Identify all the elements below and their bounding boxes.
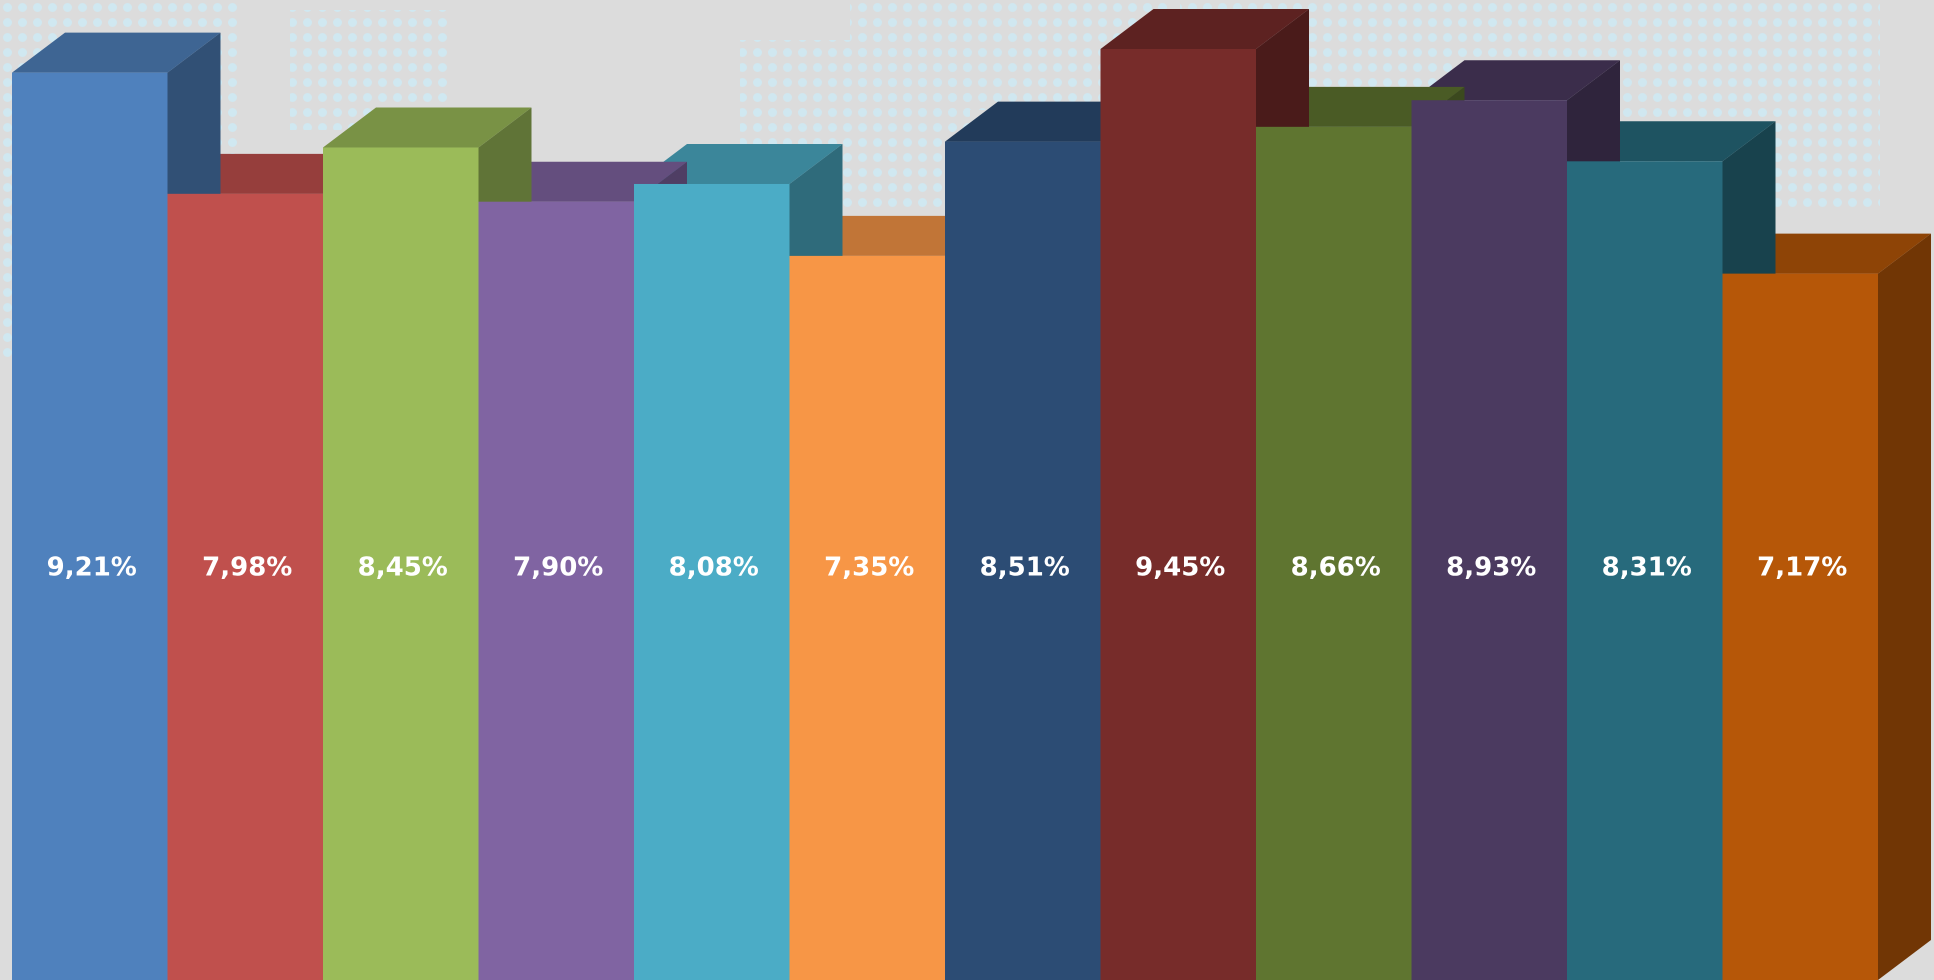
bar-top	[323, 107, 532, 148]
value-labels: 9,21% 7,98% 8,45% 7,90% 8,08% 7,35% 8,51% 9,45%…	[47, 553, 1848, 583]
value-label: 9,21%	[47, 553, 137, 583]
value-label: 8,45%	[358, 553, 448, 583]
value-label: 8,08%	[669, 553, 759, 583]
bar	[945, 141, 1101, 980]
value-label: 8,31%	[1602, 553, 1692, 583]
bar-side	[1878, 233, 1931, 980]
value-label: 8,93%	[1446, 553, 1536, 583]
bar	[1100, 49, 1256, 980]
value-label: 7,98%	[202, 553, 292, 583]
bar	[323, 147, 479, 980]
bar	[789, 255, 945, 980]
bar	[634, 183, 790, 980]
bar	[1722, 273, 1878, 980]
bar	[12, 72, 168, 980]
bar-fronts	[12, 49, 1878, 980]
value-label: 9,45%	[1135, 553, 1225, 583]
bar	[1256, 126, 1412, 980]
value-label: 7,17%	[1757, 553, 1847, 583]
value-label: 8,66%	[1291, 553, 1381, 583]
value-label: 7,35%	[824, 553, 914, 583]
value-label: 8,51%	[980, 553, 1070, 583]
bar	[1567, 161, 1723, 980]
bar	[167, 193, 323, 980]
bar-top	[1100, 9, 1309, 49]
bar	[1411, 100, 1567, 980]
bar	[478, 201, 634, 980]
value-label: 7,90%	[513, 553, 603, 583]
bar-top	[12, 32, 221, 73]
